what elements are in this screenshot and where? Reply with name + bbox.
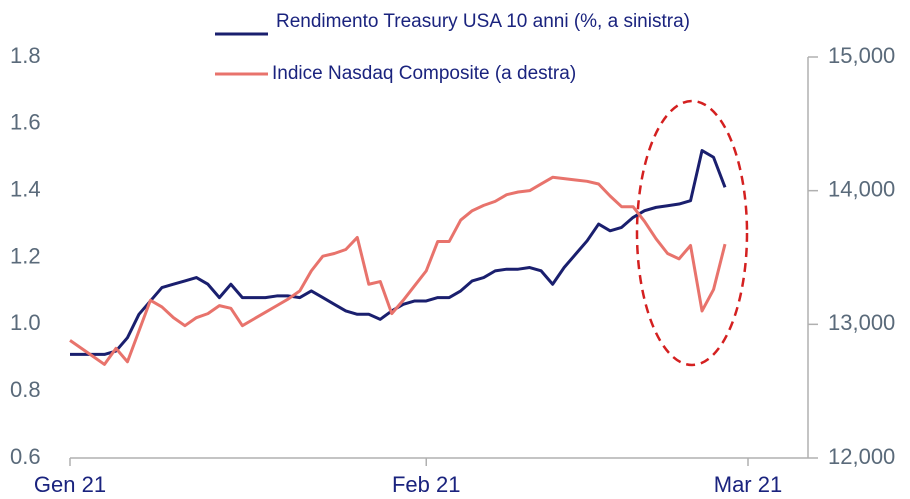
y2-tick-label: 14,000 xyxy=(828,176,895,201)
x-tick-label: Mar 21 xyxy=(714,472,782,497)
y-tick-label: 1.2 xyxy=(10,243,41,268)
series-line xyxy=(69,175,727,366)
highlight-ellipse xyxy=(635,99,749,367)
y-tick-label: 1.4 xyxy=(10,176,41,201)
y-tick-label: 1.8 xyxy=(10,43,41,68)
y2-tick-label: 12,000 xyxy=(828,444,895,469)
x-tick-label: Gen 21 xyxy=(34,472,106,497)
series-line xyxy=(70,149,727,356)
legend-label: Indice Nasdaq Composite (a destra) xyxy=(272,63,576,84)
x-tick-label: Feb 21 xyxy=(392,472,461,497)
y2-tick-label: 13,000 xyxy=(828,310,895,335)
y2-tick-label: 15,000 xyxy=(828,43,895,68)
y-tick-label: 1.6 xyxy=(10,110,41,135)
y-tick-label: 0.6 xyxy=(10,444,41,469)
y-tick-label: 0.8 xyxy=(10,377,41,402)
legend-label: Rendimento Treasury USA 10 anni (%, a si… xyxy=(276,11,690,32)
y-tick-label: 1.0 xyxy=(10,310,41,335)
